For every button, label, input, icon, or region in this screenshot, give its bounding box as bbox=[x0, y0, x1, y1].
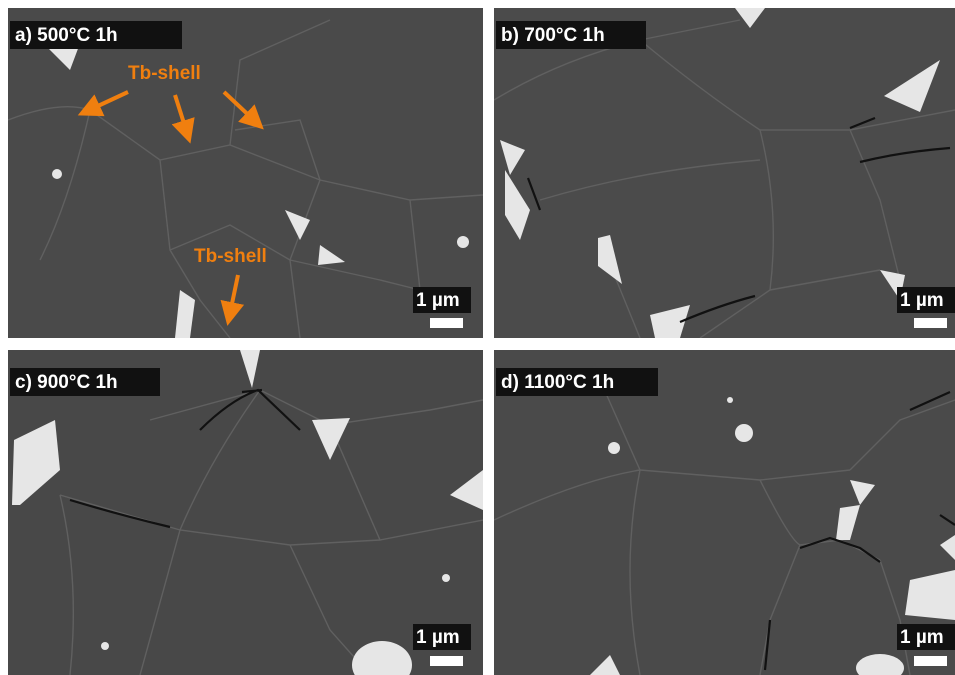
panel-d: d) 1100°C 1h 1 µm bbox=[494, 350, 955, 675]
panel-label: b) 700°C 1h bbox=[501, 25, 605, 46]
panel-c: c) 900°C 1h 1 µm bbox=[8, 350, 483, 675]
panel-label: a) 500°C 1h bbox=[15, 25, 118, 46]
scale-bar-label: 1 µm bbox=[900, 290, 944, 311]
scale-bar-label: 1 µm bbox=[416, 627, 460, 648]
panel-a: Tb-shell Tb-shell a) 500°C 1h 1 µm bbox=[8, 8, 483, 338]
scale-bar bbox=[914, 318, 947, 328]
panel-b: b) 700°C 1h 1 µm bbox=[494, 8, 955, 338]
annotation: Tb-shell bbox=[194, 246, 267, 267]
scale-bar-label: 1 µm bbox=[416, 290, 460, 311]
scale-bar bbox=[430, 656, 463, 666]
scale-bar-label: 1 µm bbox=[900, 627, 944, 648]
scale-bar bbox=[430, 318, 463, 328]
scale-bar bbox=[914, 656, 947, 666]
annotation: Tb-shell bbox=[128, 63, 201, 84]
panel-label: c) 900°C 1h bbox=[15, 372, 118, 393]
figure: Tb-shell Tb-shell a) 500°C 1h 1 µm b) 70… bbox=[0, 0, 955, 675]
panel-label: d) 1100°C 1h bbox=[501, 372, 614, 393]
